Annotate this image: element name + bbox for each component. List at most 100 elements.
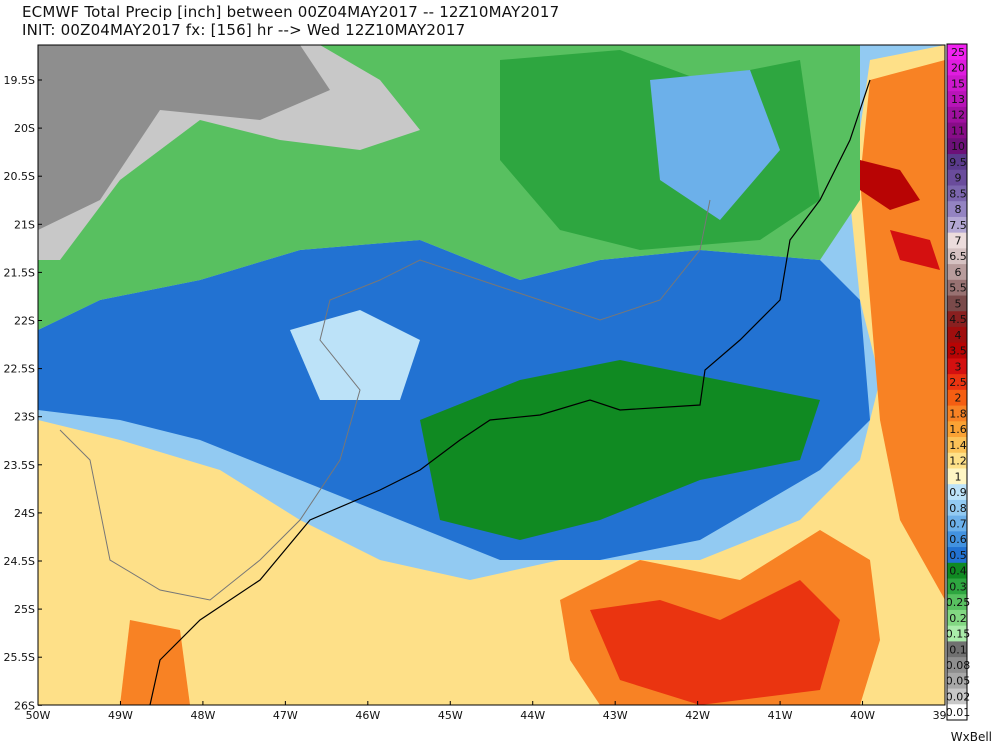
lon-label: 42W: [685, 709, 710, 722]
field-blue-north: [650, 70, 780, 220]
lat-label: 22S: [14, 315, 35, 328]
colorbar-swatch: [947, 437, 967, 454]
colorbar-swatch: [947, 358, 967, 375]
colorbar-swatch: [947, 389, 967, 407]
colorbar-swatch: [947, 154, 967, 171]
colorbar-swatch: [947, 201, 967, 218]
colorbar-label: 1.4: [949, 439, 967, 452]
colorbar-swatch: [947, 578, 967, 595]
colorbar-swatch: [947, 452, 967, 469]
colorbar-label: 5.5: [949, 282, 967, 295]
colorbar-swatch: [947, 562, 967, 580]
colorbar-label: 1.2: [949, 455, 967, 468]
lat-label: 20S: [14, 122, 35, 135]
lat-label: 25S: [14, 603, 35, 616]
colorbar-label: 0.4: [949, 565, 967, 578]
field-gray: [38, 45, 330, 230]
colorbar-swatch: [947, 122, 967, 139]
lat-label: 22.5S: [4, 363, 35, 376]
colorbar-label: 7: [955, 235, 962, 248]
lat-label: 26S: [14, 699, 35, 712]
colorbar-label: 3.5: [949, 345, 967, 358]
colorbar-label: 0.2: [949, 612, 967, 625]
colorbar-label: 0.3: [949, 580, 967, 593]
colorbar-frame: [946, 43, 968, 721]
colorbar-label: 7.5: [949, 219, 967, 232]
colorbar-swatch: [947, 264, 967, 281]
colorbar-label: 2: [955, 392, 962, 405]
colorbar-label: 10: [951, 140, 965, 153]
lon-label: 45W: [438, 709, 463, 722]
colorbar-swatch: [947, 657, 967, 674]
colorbar-swatch: [947, 484, 967, 501]
lat-label: 25.5S: [4, 651, 35, 664]
colorbar-label: 0.01: [946, 706, 971, 719]
colorbar-label: 6.5: [949, 250, 967, 263]
colorbar-label: 0.9: [949, 486, 967, 499]
colorbar-label: 5: [955, 297, 962, 310]
colorbar-swatch: [947, 59, 967, 76]
colorbar-label: 0.8: [949, 502, 967, 515]
state-borders: [59, 199, 711, 601]
lat-label: 23S: [14, 411, 35, 424]
colorbar-swatch: [947, 326, 967, 344]
field-yellow: [38, 45, 945, 705]
colorbar-label: 0.6: [949, 533, 967, 546]
colorbar-swatch: [947, 342, 967, 359]
colorbar-swatch: [947, 169, 967, 186]
subtitle-line: INIT: 00Z04MAY2017 fx: [156] hr --> Wed …: [22, 21, 466, 39]
colorbar-label: 12: [951, 109, 965, 122]
colorbar-swatch: [947, 44, 967, 61]
map-frame: [37, 44, 946, 706]
colorbar-swatch: [947, 75, 967, 92]
colorbar-label: 9: [955, 172, 962, 185]
colorbar-swatch: [947, 248, 967, 265]
colorbar-swatch: [947, 594, 967, 611]
colorbar-label: 9.5: [949, 156, 967, 169]
lon-labels: 50W 49W 48W 47W 46W 45W 44W 43W 42W 41W 40W 39W: [26, 701, 958, 722]
colorbar-swatch: [947, 106, 967, 124]
lon-label: 50W: [26, 709, 51, 722]
colorbar-swatch: [947, 625, 967, 642]
colorbar-label: 1.6: [949, 423, 967, 436]
colorbar-swatch: [947, 641, 967, 658]
colorbar-label: 1.8: [949, 407, 967, 420]
coastline: [149, 79, 871, 706]
colorbar-label: 2.5: [949, 376, 967, 389]
lon-label: 48W: [190, 709, 215, 722]
lat-label: 21S: [14, 218, 35, 231]
colorbar-label: 0.7: [949, 517, 967, 530]
field-red-east2: [890, 230, 940, 270]
field-red: [590, 580, 840, 705]
field-orange-south: [120, 620, 190, 705]
colorbar-swatch: [947, 91, 967, 108]
colorbar-swatch: [947, 279, 967, 297]
colorbar-swatch: [947, 311, 967, 328]
colorbar-label: 13: [951, 93, 965, 106]
lat-label: 24S: [14, 507, 35, 520]
lat-label: 23.5S: [4, 459, 35, 472]
lon-label: 47W: [273, 709, 298, 722]
colorbar-swatch: [947, 405, 967, 422]
field-red-east: [860, 160, 920, 210]
lat-label: 19.5S: [4, 74, 35, 87]
lat-label: 21.5S: [4, 266, 35, 279]
colorbar-label: 0.05: [946, 675, 971, 688]
colorbar-swatch: [947, 609, 967, 627]
colorbar-swatch: [947, 295, 967, 312]
colorbar-label: 3: [955, 360, 962, 373]
colorbar-swatch: [947, 499, 967, 517]
field-green-dark: [420, 360, 820, 540]
colorbar-label: 0.25: [946, 596, 971, 609]
colorbar-label: 0.08: [946, 659, 971, 672]
colorbar-label: 4: [955, 329, 962, 342]
colorbar-swatch: [947, 185, 967, 202]
colorbar-swatch: [947, 232, 967, 249]
colorbar-swatch: [947, 531, 967, 548]
lat-labels: 19.5S 20S 20.5S 21S 21.5S 22S 22.5S 23S 23.5S 24S…: [4, 74, 42, 712]
colorbar-swatch: [947, 547, 967, 564]
title-line: ECMWF Total Precip [inch] between 00Z04M…: [22, 3, 560, 21]
colorbar-swatch: [947, 688, 967, 705]
colorbar-label: 4.5: [949, 313, 967, 326]
